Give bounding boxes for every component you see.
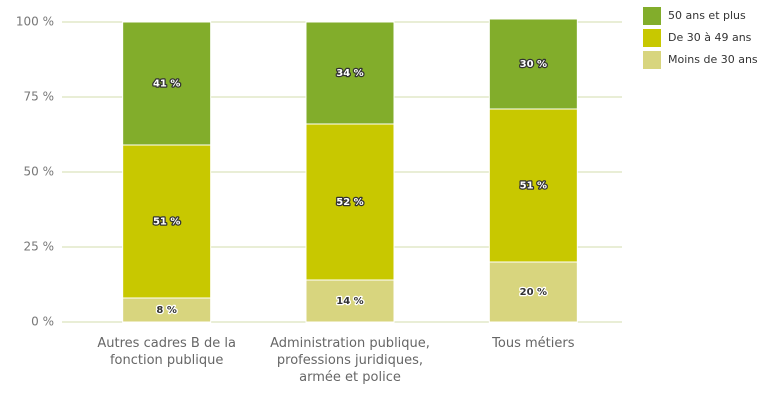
y-tick-label: 0 % bbox=[31, 315, 54, 329]
data-label: 34 % bbox=[336, 68, 363, 79]
bar-segment bbox=[122, 21, 212, 146]
data-label: 14 % bbox=[336, 296, 363, 307]
data-label: 30 % bbox=[520, 59, 547, 70]
data-label: 41 % bbox=[153, 79, 180, 90]
bar-segment bbox=[122, 144, 212, 299]
y-tick-label: 50 % bbox=[24, 165, 55, 179]
legend-label: Moins de 30 ans bbox=[668, 53, 758, 66]
data-label: 8 % bbox=[156, 305, 176, 316]
legend-swatch bbox=[643, 7, 661, 25]
legend-swatch bbox=[643, 51, 661, 69]
x-tick-label: Autres cadres B de la fonction publique bbox=[97, 336, 236, 368]
bar-segment bbox=[488, 108, 578, 263]
bar-segment bbox=[122, 297, 212, 323]
data-label: 51 % bbox=[153, 217, 180, 228]
legend-swatch bbox=[643, 29, 661, 47]
bar-segment bbox=[305, 123, 395, 281]
legend-label: De 30 à 49 ans bbox=[668, 31, 752, 44]
bar-segment bbox=[488, 261, 578, 323]
legend-label: 50 ans et plus bbox=[668, 9, 746, 22]
data-label: 51 % bbox=[520, 181, 547, 192]
y-tick-label: 25 % bbox=[24, 240, 55, 254]
bar-segment bbox=[488, 18, 578, 110]
y-tick-label: 75 % bbox=[24, 90, 55, 104]
y-tick-label: 100 % bbox=[16, 15, 54, 29]
data-label: 20 % bbox=[520, 287, 547, 298]
bar-segment bbox=[305, 21, 395, 125]
x-tick-label: Administration publique, professions jur… bbox=[270, 336, 430, 385]
bar-segment bbox=[305, 279, 395, 323]
x-tick-label: Tous métiers bbox=[492, 336, 575, 351]
data-label: 52 % bbox=[336, 197, 363, 208]
